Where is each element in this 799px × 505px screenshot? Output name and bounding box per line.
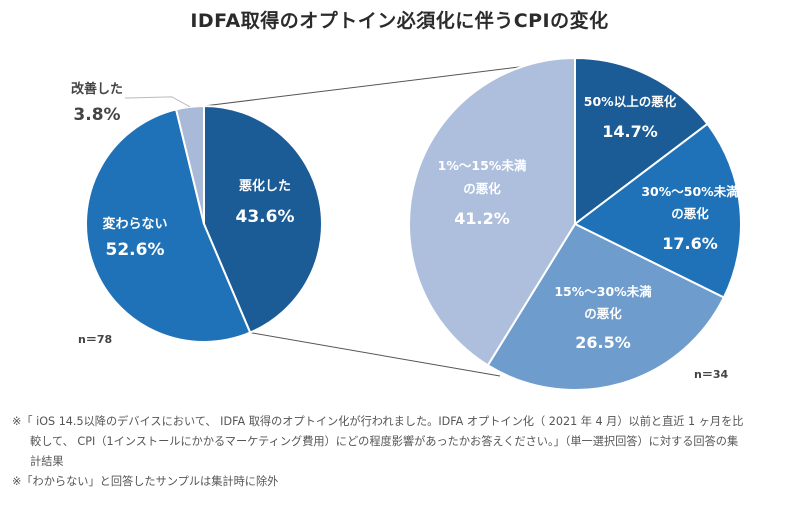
sample-size-worsened-breakdown: n＝34: [694, 368, 728, 381]
connector-bottom: [250, 332, 501, 377]
slice-value-worsened-breakdown-0: 14.7%: [602, 122, 658, 141]
slice-value-worsened-breakdown-1: 17.6%: [662, 234, 718, 253]
slice-value-worsened-breakdown-3: 41.2%: [454, 209, 510, 228]
slice-label-worsened-breakdown-0-0: 50%以上の悪化: [584, 94, 677, 109]
pie-slice-worsened-breakdown-3: [408, 56, 576, 367]
pie-slice-overall-1: [85, 108, 252, 343]
slice-value-overall-1: 52.6%: [106, 240, 165, 260]
footnote-2: ※「わからない」と回答したサンプルは集計時に除外: [12, 475, 279, 488]
connector-top: [203, 65, 528, 107]
footnote-1-line-2: 較して、 CPI（1インストールにかかるマーケティング費用）にどの程度影響があっ…: [30, 435, 739, 448]
sample-size-overall: n＝78: [78, 333, 112, 346]
slice-label-worsened-breakdown-1-1: の悪化: [671, 206, 709, 221]
pie-slice-worsened-breakdown-2: [486, 222, 726, 391]
footnotes: ※「 iOS 14.5以降のデバイスにおいて、 IDFA 取得のオプトイン化が行…: [12, 412, 792, 492]
leader-line-improved: [124, 96, 191, 108]
slice-label-overall-1-0: 変わらない: [102, 216, 167, 232]
slice-value-overall-2: 3.8%: [73, 105, 120, 125]
footnote-1-line-3: 計結果: [30, 455, 64, 468]
slice-label-worsened-breakdown-1-0: 30%～50%未満: [641, 184, 739, 199]
slice-label-overall-0-0: 悪化した: [239, 178, 291, 194]
pie-slice-worsened-breakdown-0: [574, 56, 709, 227]
pie-worsened-breakdown: 50%以上の悪化14.7%30%～50%未満の悪化17.6%15%～30%未満の…: [408, 56, 742, 391]
slice-label-overall-2-0: 改善した: [71, 81, 123, 97]
slice-label-worsened-breakdown-3-1: の悪化: [463, 181, 501, 196]
slice-label-worsened-breakdown-2-1: の悪化: [584, 306, 622, 321]
pie-slice-worsened-breakdown-1: [573, 122, 742, 299]
slice-label-worsened-breakdown-2-0: 15%～30%未満: [554, 284, 652, 299]
chart-title: IDFA取得のオプトイン必須化に伴うCPIの変化: [190, 10, 609, 32]
pie-overall: 悪化した 43.6% 変わらない 52.6% 改善した 3.8% n＝78: [71, 81, 323, 346]
pie-slice-overall-0: [203, 104, 323, 334]
connector-lines: [203, 65, 528, 377]
slice-value-worsened-breakdown-2: 26.5%: [575, 333, 631, 352]
footnote-1-line-1: ※「 iOS 14.5以降のデバイスにおいて、 IDFA 取得のオプトイン化が行…: [12, 415, 744, 428]
slice-value-overall-0: 43.6%: [236, 207, 295, 227]
slice-label-worsened-breakdown-3-0: 1%～15%未満: [438, 158, 527, 173]
